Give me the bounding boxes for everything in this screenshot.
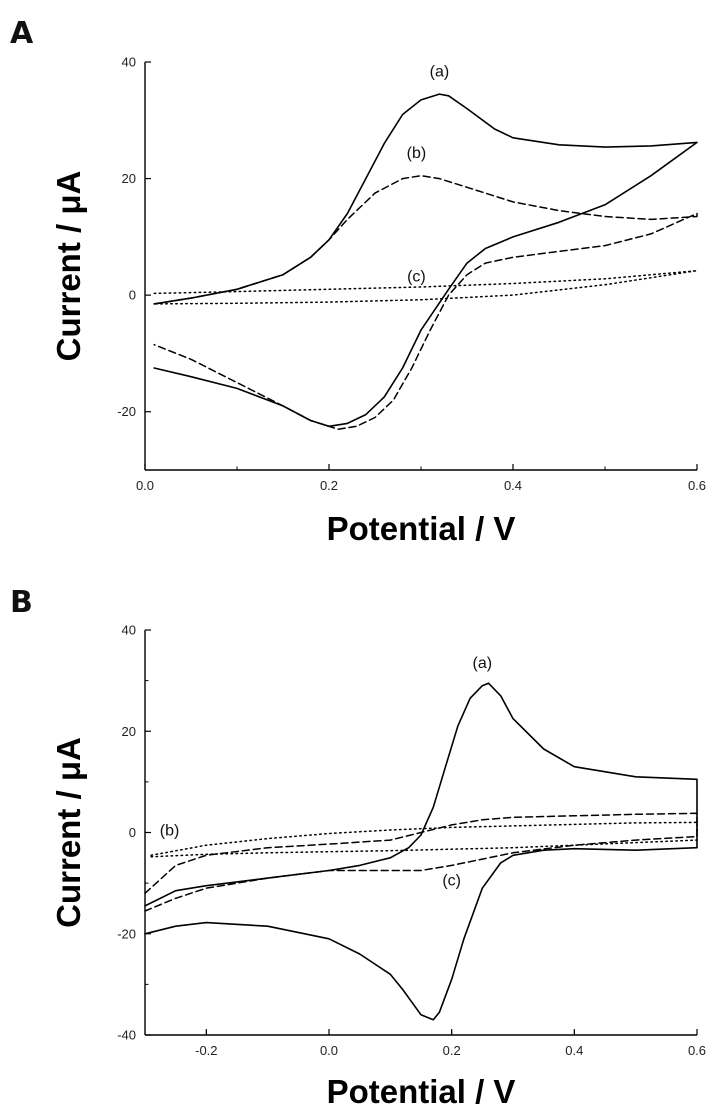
panel-a-series-a-label: (a): [430, 64, 450, 81]
panel-a-series-b-line: [153, 174, 698, 430]
panel-b-y-tick-label: 40: [122, 623, 136, 638]
panel-b-series-b-label: (b): [160, 823, 180, 840]
panel-a-y-axis-label: Current / μA: [50, 171, 87, 362]
panel-b-x-tick-label: 0.2: [443, 1043, 461, 1058]
panel-a-x-tick-label: 0.6: [688, 478, 706, 493]
panel-a-x-axis-label: Potential / V: [327, 510, 516, 547]
panel-b-x-axis-label: Potential / V: [327, 1073, 516, 1110]
panel-a-x-tick-label: 0.4: [504, 478, 522, 493]
panel-b-x-tick-label: 0.6: [688, 1043, 706, 1058]
panel-b-y-axis-label: Current / μA: [50, 737, 87, 928]
panel-a-x-tick-label: 0.0: [136, 478, 154, 493]
panel-b-y-tick-label: 20: [122, 724, 136, 739]
panel-a-series-c-line: [153, 269, 698, 305]
panel-a-y-tick-label: 20: [122, 171, 136, 186]
panel-a-x-tick-label: 0.2: [320, 478, 338, 493]
panel-a: A 0.0 0.2 0.4 0.6 -20 0 20 40 (a) (b) (c) Potenti…: [10, 16, 706, 547]
panel-a-letter: A: [10, 16, 34, 51]
panel-a-y-tick-label: 40: [122, 55, 136, 70]
panel-b-series-c-label: (c): [442, 873, 461, 890]
panel-b-x-tick-label: 0.4: [565, 1043, 583, 1058]
panel-b-y-tick-label: 0: [129, 825, 136, 840]
panel-b-x-tick-label: -0.2: [195, 1043, 217, 1058]
panel-a-series-a-line: [153, 93, 698, 428]
panel-b-series-a-label: (a): [473, 655, 493, 672]
panel-b-series-c-line: [144, 812, 698, 912]
panel-b-y-tick-label: -20: [117, 926, 136, 941]
panel-a-y-tick-label: -20: [117, 404, 136, 419]
panel-a-series-b-label: (b): [407, 145, 427, 162]
panel-b-y-tick-label: -40: [117, 1028, 136, 1043]
panel-b-x-tick-label: 0.0: [320, 1043, 338, 1058]
panel-a-series-c-label: (c): [407, 269, 426, 286]
panel-b-series-a-line: [144, 682, 698, 1021]
panel-a-y-tick-label: 0: [129, 288, 136, 303]
panel-b-letter: B: [10, 585, 33, 620]
